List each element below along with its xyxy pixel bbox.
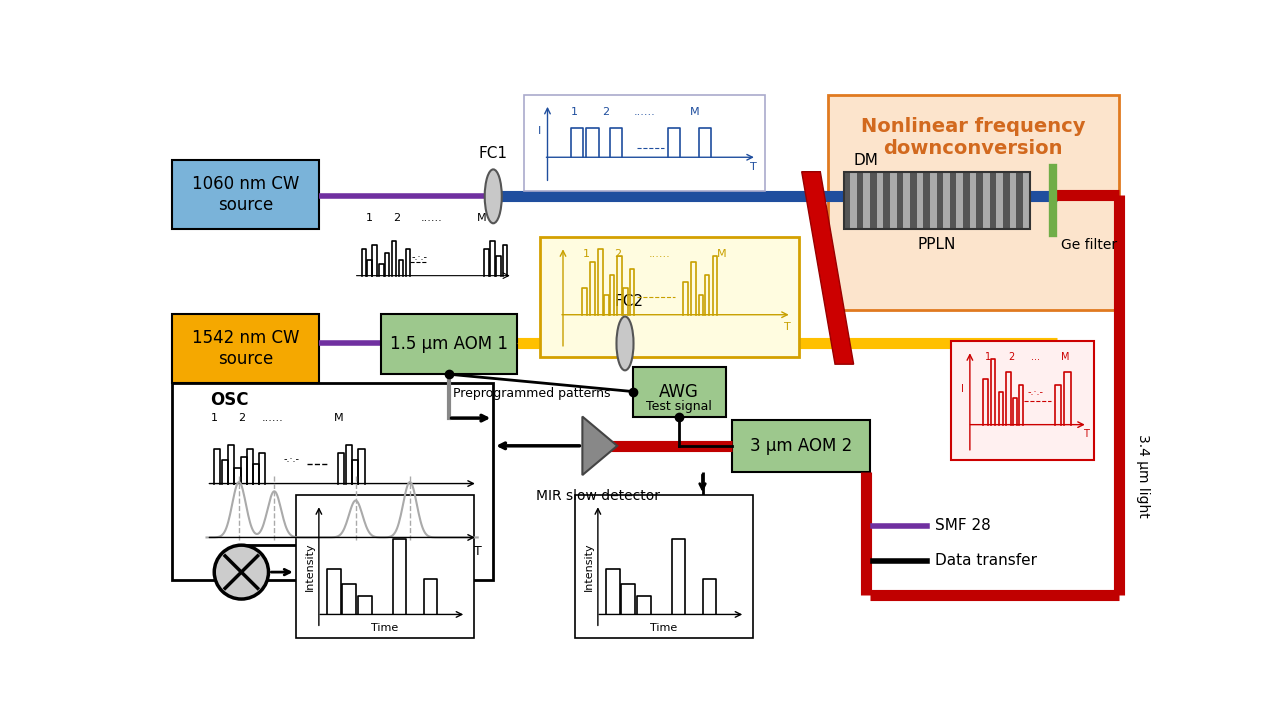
Text: Intensity: Intensity xyxy=(305,542,315,591)
Text: M: M xyxy=(717,249,727,259)
FancyBboxPatch shape xyxy=(977,172,983,229)
FancyBboxPatch shape xyxy=(929,172,937,229)
Text: Preprogrammed patterns: Preprogrammed patterns xyxy=(453,387,611,400)
FancyBboxPatch shape xyxy=(172,314,319,384)
Text: 1060 nm CW
source: 1060 nm CW source xyxy=(192,175,300,214)
Text: 3.4 μm light: 3.4 μm light xyxy=(1135,434,1149,517)
Text: ......: ...... xyxy=(649,249,671,259)
FancyBboxPatch shape xyxy=(883,172,890,229)
FancyBboxPatch shape xyxy=(172,384,493,580)
Text: I: I xyxy=(961,384,964,394)
Text: 1: 1 xyxy=(211,413,218,423)
FancyBboxPatch shape xyxy=(575,495,753,637)
Text: SMF 28: SMF 28 xyxy=(934,518,991,534)
Text: FC2: FC2 xyxy=(614,294,644,309)
FancyBboxPatch shape xyxy=(850,172,856,229)
Circle shape xyxy=(214,545,269,599)
Text: I: I xyxy=(538,126,541,136)
FancyBboxPatch shape xyxy=(970,172,977,229)
FancyBboxPatch shape xyxy=(856,172,864,229)
FancyBboxPatch shape xyxy=(983,172,989,229)
Text: DM: DM xyxy=(854,153,878,167)
FancyBboxPatch shape xyxy=(916,172,923,229)
FancyBboxPatch shape xyxy=(897,172,904,229)
FancyBboxPatch shape xyxy=(951,341,1094,460)
FancyBboxPatch shape xyxy=(1010,172,1016,229)
Text: Time: Time xyxy=(650,624,677,634)
Text: T: T xyxy=(750,162,756,172)
Text: 1542 nm CW
source: 1542 nm CW source xyxy=(192,329,300,368)
FancyBboxPatch shape xyxy=(870,172,877,229)
Text: T: T xyxy=(1083,429,1089,439)
Text: PPLN: PPLN xyxy=(918,237,956,252)
Text: 1: 1 xyxy=(582,249,590,259)
Text: Test signal: Test signal xyxy=(646,400,712,413)
Text: Data transfer: Data transfer xyxy=(934,553,1037,568)
Polygon shape xyxy=(582,417,617,475)
Text: 2: 2 xyxy=(613,249,621,259)
FancyBboxPatch shape xyxy=(890,172,897,229)
Text: MIR slow detector: MIR slow detector xyxy=(536,489,660,503)
FancyBboxPatch shape xyxy=(1016,172,1023,229)
FancyBboxPatch shape xyxy=(540,237,800,357)
Text: Nonlinear frequency
downconversion: Nonlinear frequency downconversion xyxy=(861,117,1085,157)
Text: M: M xyxy=(333,413,343,423)
FancyBboxPatch shape xyxy=(950,172,956,229)
Text: -.·.-: -.·.- xyxy=(1028,387,1044,397)
FancyBboxPatch shape xyxy=(963,172,970,229)
FancyBboxPatch shape xyxy=(172,160,319,229)
Ellipse shape xyxy=(617,316,634,370)
Text: 2: 2 xyxy=(602,107,609,117)
Text: ......: ...... xyxy=(634,107,655,117)
FancyBboxPatch shape xyxy=(989,172,996,229)
FancyBboxPatch shape xyxy=(732,420,870,472)
Text: Time: Time xyxy=(371,624,398,634)
Text: M: M xyxy=(477,213,486,223)
Text: 1.5 μm AOM 1: 1.5 μm AOM 1 xyxy=(389,335,508,353)
FancyBboxPatch shape xyxy=(525,95,764,191)
FancyBboxPatch shape xyxy=(996,172,1004,229)
Text: M: M xyxy=(690,107,700,117)
FancyBboxPatch shape xyxy=(381,314,517,374)
Polygon shape xyxy=(801,172,854,364)
Text: Ge filter: Ge filter xyxy=(1061,238,1116,252)
FancyBboxPatch shape xyxy=(1004,172,1010,229)
Text: 1: 1 xyxy=(366,213,372,223)
FancyBboxPatch shape xyxy=(943,172,950,229)
FancyBboxPatch shape xyxy=(1023,172,1029,229)
Text: 3 μm AOM 2: 3 μm AOM 2 xyxy=(750,437,852,455)
Text: 2: 2 xyxy=(393,213,399,223)
FancyBboxPatch shape xyxy=(828,95,1119,310)
FancyBboxPatch shape xyxy=(923,172,929,229)
Text: T: T xyxy=(785,322,791,331)
Text: 2: 2 xyxy=(238,413,244,423)
Text: AWG: AWG xyxy=(659,383,699,400)
FancyBboxPatch shape xyxy=(937,172,943,229)
Text: ...: ... xyxy=(1032,352,1041,362)
FancyBboxPatch shape xyxy=(910,172,916,229)
Text: 1: 1 xyxy=(571,107,579,117)
Text: ......: ...... xyxy=(261,413,283,423)
Text: FC1: FC1 xyxy=(479,146,508,162)
Text: -.·.-: -.·.- xyxy=(284,454,300,464)
FancyBboxPatch shape xyxy=(844,172,850,229)
Ellipse shape xyxy=(485,170,502,223)
Text: 2: 2 xyxy=(1007,352,1014,362)
Text: -.·.-: -.·.- xyxy=(412,252,428,262)
Polygon shape xyxy=(517,328,613,359)
FancyBboxPatch shape xyxy=(877,172,883,229)
FancyBboxPatch shape xyxy=(632,367,726,417)
Text: ......: ...... xyxy=(420,213,442,223)
FancyBboxPatch shape xyxy=(956,172,963,229)
Text: T: T xyxy=(474,544,481,558)
FancyBboxPatch shape xyxy=(296,495,474,637)
Text: 1: 1 xyxy=(984,352,991,362)
FancyBboxPatch shape xyxy=(864,172,870,229)
Text: OSC: OSC xyxy=(210,392,250,410)
Text: M: M xyxy=(1061,352,1070,362)
Text: Intensity: Intensity xyxy=(584,542,594,591)
FancyBboxPatch shape xyxy=(904,172,910,229)
